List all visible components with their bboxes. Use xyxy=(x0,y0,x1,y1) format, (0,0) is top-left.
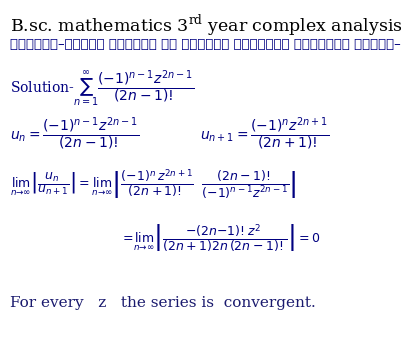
Text: $\lim_{n\to\infty} \left|\dfrac{u_n}{u_{n+1}}\right| = \lim_{n\to\infty} \left|\: $\lim_{n\to\infty} \left|\dfrac{u_n}{u_{… xyxy=(10,167,296,201)
Text: $u_{n+1} = \dfrac{(-1)^{n}z^{2n+1}}{(2n+1)!}$: $u_{n+1} = \dfrac{(-1)^{n}z^{2n+1}}{(2n+… xyxy=(200,115,330,152)
Text: प्रश्न–निम्न श्रेणी का अभिसरण क्षेत्र प्राप्त कीजिए–: प्रश्न–निम्न श्रेणी का अभिसरण क्षेत्र प्… xyxy=(10,38,401,51)
Text: Solution-$\sum_{n=1}^{\infty}\dfrac{(-1)^{n-1}z^{2n-1}}{(2n-1)!}$: Solution-$\sum_{n=1}^{\infty}\dfrac{(-1)… xyxy=(10,68,194,109)
Text: $=\!\lim_{n\to\infty} \left|\dfrac{-(2n-1)!z^{2}}{(2n+1)2n\,(2n-1)!}\right| = 0$: $=\!\lim_{n\to\infty} \left|\dfrac{-(2n-… xyxy=(120,223,321,255)
Text: B.sc. mathematics 3$^{\mathregular{rd}}$ year complex analysis: B.sc. mathematics 3$^{\mathregular{rd}}$… xyxy=(10,13,401,38)
Text: For every   z   the series is  convergent.: For every z the series is convergent. xyxy=(10,296,316,310)
Text: $u_n = \dfrac{(-1)^{n-1}z^{2n-1}}{(2n-1)!}$: $u_n = \dfrac{(-1)^{n-1}z^{2n-1}}{(2n-1)… xyxy=(10,115,139,152)
